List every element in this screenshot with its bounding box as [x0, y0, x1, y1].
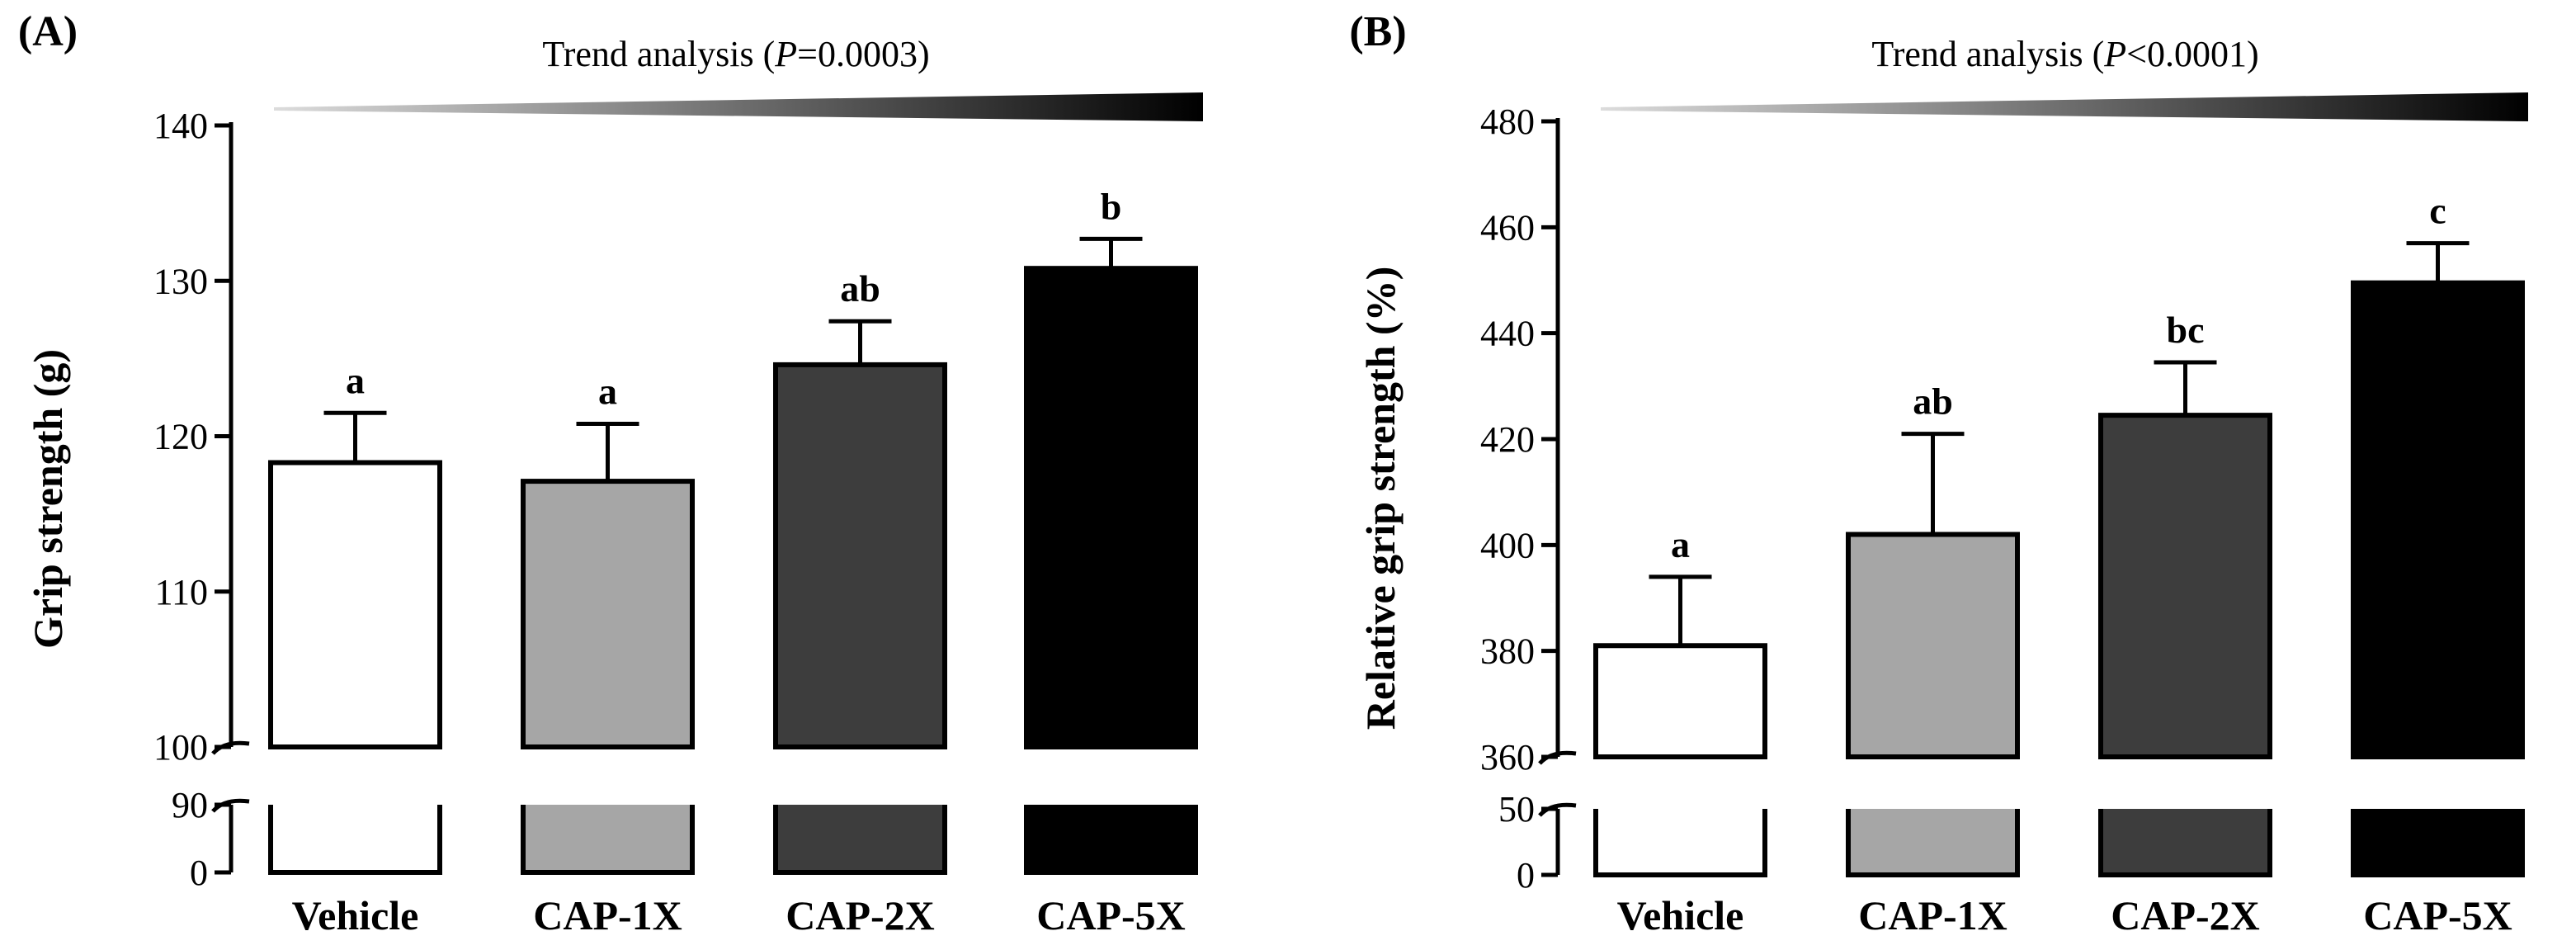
y-tick-label: 110 [155, 572, 208, 612]
significance-label: b [1101, 185, 1122, 227]
bar-cap-5x-lower [1026, 805, 1196, 872]
chart-panel-b: (B) Trend analysis (P<0.0001) Relative gri… [1349, 8, 2528, 938]
x-tick-label: CAP-5X [2363, 892, 2512, 938]
significance-label: ab [840, 267, 880, 310]
panel-label: (B) [1349, 8, 1406, 55]
axis-break-mark-upper [1538, 750, 1577, 765]
trend-analysis-label: Trend analysis (P<0.0001) [1871, 34, 2258, 74]
bar-vehicle-lower [271, 805, 440, 872]
bar-vehicle-lower [1596, 809, 1765, 875]
panel-label: (A) [18, 8, 78, 55]
bar-cap-1x-lower [523, 805, 692, 872]
y-tick-label: 120 [153, 417, 208, 457]
bar-outline-lower [1024, 805, 1198, 875]
bar-outline-lower [1593, 809, 1767, 877]
bar-cap-5x-upper [2351, 280, 2525, 760]
x-tick-label: CAP-2X [2111, 892, 2260, 938]
y-tick-label: 140 [153, 106, 208, 146]
bar-outline-lower [268, 805, 442, 875]
x-tick-label: Vehicle [1617, 892, 1744, 938]
significance-label: a [346, 359, 365, 401]
bar-cap-1x-lower [1848, 809, 2017, 875]
y-tick-label: 400 [1480, 525, 1535, 565]
bar-outline-lower [521, 805, 695, 875]
bar-outline-lower [773, 805, 947, 875]
y-tick-label: 460 [1480, 207, 1535, 248]
bar-cap-2x-upper [2098, 413, 2272, 759]
bar-cap-5x-upper [1024, 266, 1198, 749]
y-tick-label: 0 [190, 853, 208, 893]
y-tick-label: 50 [1498, 789, 1535, 829]
bar-vehicle-upper [1593, 643, 1767, 759]
significance-label: ab [1913, 380, 1953, 423]
trend-wedge [1601, 92, 2528, 121]
bar-cap-5x-lower [2353, 809, 2522, 875]
y-tick-label: 100 [153, 727, 208, 768]
bar-cap-1x-upper [521, 479, 695, 750]
chart-panel-a: (A) Trend analysis (P=0.0003) Grip strengt… [18, 8, 1203, 938]
bar-vehicle-upper [268, 460, 442, 749]
axis-break-mark-lower [1538, 802, 1577, 817]
x-tick-label: CAP-1X [1858, 892, 2007, 938]
bar-outline-lower [1846, 809, 2020, 877]
bar-outline-lower [2351, 809, 2525, 877]
y-axis-label: Grip strength (g) [25, 349, 71, 649]
y-tick-label: 0 [1517, 855, 1535, 896]
bar-cap-2x-lower [776, 805, 945, 872]
axis-break-mark-upper [211, 740, 250, 755]
x-tick-label: CAP-1X [533, 892, 682, 938]
y-tick-label: 480 [1480, 102, 1535, 142]
trend-wedge [274, 92, 1203, 121]
y-tick-label: 90 [172, 785, 208, 825]
bar-cap-2x-lower [2101, 809, 2270, 875]
significance-label: a [598, 370, 617, 412]
bar-cap-2x-upper [773, 362, 947, 749]
axis-break-mark-lower [211, 798, 250, 813]
y-tick-label: 440 [1480, 314, 1535, 354]
y-tick-label: 420 [1480, 419, 1535, 460]
significance-label: c [2429, 190, 2446, 232]
y-tick-label: 360 [1480, 737, 1535, 777]
y-tick-label: 130 [153, 261, 208, 301]
x-tick-label: CAP-2X [786, 892, 935, 938]
significance-label: bc [2167, 309, 2205, 351]
bar-outline-lower [2098, 809, 2272, 877]
significance-label: a [1671, 523, 1690, 565]
trend-analysis-label: Trend analysis (P=0.0003) [542, 34, 929, 74]
bar-cap-1x-upper [1846, 532, 2020, 759]
y-axis-label: Relative grip strength (%) [1357, 267, 1404, 730]
y-tick-label: 380 [1480, 631, 1535, 672]
x-tick-label: CAP-5X [1036, 892, 1186, 938]
x-tick-label: Vehicle [292, 892, 419, 938]
